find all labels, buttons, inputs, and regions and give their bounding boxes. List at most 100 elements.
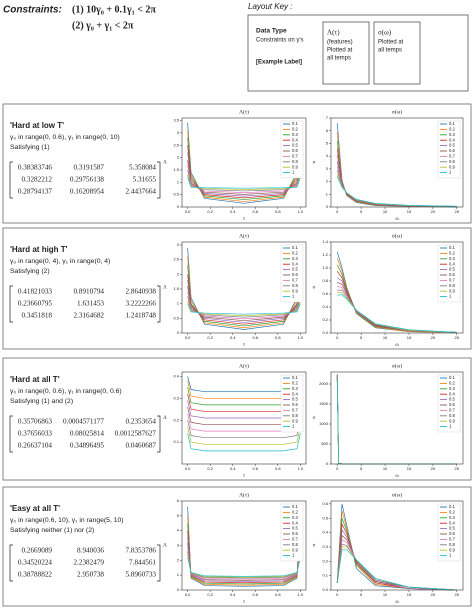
plot-frame [330,371,464,465]
series-line [187,300,301,317]
key-box [247,14,469,92]
x-tick-label: 0.8 [275,209,281,214]
legend-label: 0.8 [292,413,298,418]
legend-box [437,244,461,303]
legend-label: 1 [449,553,452,558]
legend-label: 0.7 [292,537,298,542]
y-tick-label: 2 [177,557,180,562]
chart-title: σ(ω) [392,108,402,115]
x-tick-label: 10 [383,335,388,340]
panel-frame [2,357,472,481]
x-tick-label: 20 [431,335,436,340]
matrix-bracket [9,161,13,199]
matrix-bracket [157,415,161,453]
legend-label: 1 [449,170,452,175]
x-tick-label: 0.2 [207,335,213,340]
y-axis-label: Λ [163,544,167,549]
y-tick-label: 0 [326,461,329,466]
series-line [187,554,301,578]
legend-label: 0.9 [292,418,298,423]
key-data-type: Data Type [256,28,287,35]
series-line [187,506,301,587]
y-tick-label: 6 [326,128,329,133]
y-tick-label: 1.0 [322,265,328,270]
matrix-cell: 0.0012587627 [115,430,157,438]
chart-title: σ(ω) [392,232,402,239]
legend-label: 1 [292,424,295,429]
y-axis-label: Λ [163,416,167,421]
matrix-cell: 8.940036 [77,547,104,555]
key-constraints: Constraints on γ's [256,38,304,44]
legend-label: 0.2 [292,251,298,256]
y-tick-label: 2.5 [173,257,179,262]
plot-frame [181,500,307,591]
x-tick-label: 0.6 [252,592,258,597]
legend-label: 0.6 [292,148,298,153]
key-text: all temps [378,48,402,54]
chart-title: Λ(τ) [239,232,249,239]
y-tick-label: 4 [177,528,180,533]
x-tick-label: 0.4 [230,335,236,340]
x-tick-label: 0.4 [230,209,236,214]
x-tick-label: 1.0 [298,466,304,471]
series-line [187,536,301,582]
panel-ranges: γ₀ in range(0, 4), γ₁ in range(0, 4) [10,258,110,265]
series-line [337,277,457,333]
legend-label: 0.4 [292,261,298,266]
panel-title: 'Easy at all T' [10,504,60,513]
legend-label: 0.4 [292,391,298,396]
y-tick-label: 1.4 [322,239,328,244]
constraint: (1) 10γ₀ + 0.1γ₁ < 2π [72,4,156,15]
legend-label: 0.3 [292,132,298,137]
y-tick-label: 0 [177,587,180,592]
x-tick-label: 0.6 [252,466,258,471]
legend-label: 0.6 [292,402,298,407]
matrix-cell: 0.26637104 [18,442,53,450]
legend-label: 1 [292,553,295,558]
x-tick-label: 1.0 [298,209,304,214]
legend-label: 1 [449,294,452,299]
y-tick-label: 3 [177,130,180,135]
matrix-cell: 1.2418748 [125,312,156,320]
legend-label: 0.3 [292,386,298,391]
matrix-cell: 0.0460687 [125,442,156,450]
matrix-cell: 3.2222266 [125,300,156,308]
x-tick-label: 15 [407,466,412,471]
legend-label: 0.6 [449,148,455,153]
key-text: Plotted at [378,40,404,46]
series-line [187,542,301,581]
legend-label: 0.1 [449,245,455,250]
legend-label: 0.3 [449,132,455,137]
panel-satisfying: Satisfying (1) and (2) [10,398,73,405]
x-axis-label: ω [395,343,399,348]
y-tick-label: 3 [177,242,180,247]
key-text: all temps [327,56,351,62]
legend-label: 0.5 [449,143,455,148]
key-text: (features) [327,40,353,46]
matrix-cell: 0.0004571177 [63,418,104,426]
matrix-cell: 0.3191587 [73,164,104,172]
x-tick-label: 0 [336,335,339,340]
legend-label: 0.2 [292,510,298,515]
legend-label: 0.8 [292,283,298,288]
legend-label: 0.5 [292,526,298,531]
x-tick-label: 1.0 [298,592,304,597]
matrix-cell: 0.8910794 [73,288,104,296]
x-tick-label: 10 [383,466,388,471]
legend-label: 0.5 [449,267,455,272]
y-tick-label: 0.2 [322,558,328,563]
y-tick-label: 0.5 [322,515,328,520]
y-tick-label: 1.5 [173,286,179,291]
legend-label: 0.2 [449,251,455,256]
plot-frame [330,500,464,591]
legend-label: 0.1 [292,375,298,380]
y-tick-label: 0.4 [322,530,328,535]
legend-box [437,374,461,433]
x-tick-label: 5 [360,466,363,471]
matrix-cell: 0.2669089 [21,547,52,555]
series-line [187,420,301,439]
legend-label: 0.6 [292,272,298,277]
matrix-cell: 0.29756138 [70,176,105,184]
y-tick-label: 1.2 [322,252,328,257]
matrix-cell: 2.8640938 [125,288,156,296]
